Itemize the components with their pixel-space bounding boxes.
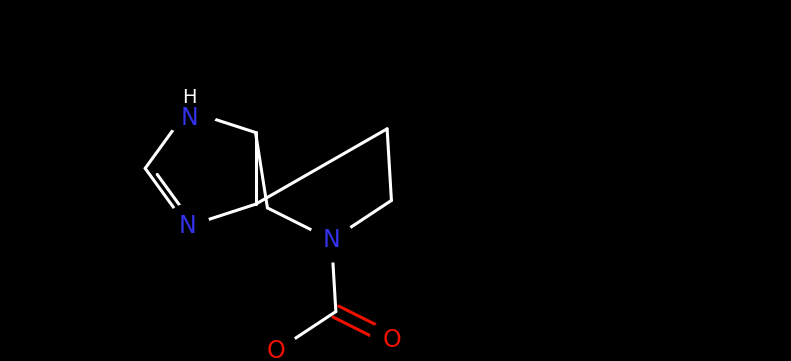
- Text: O: O: [383, 328, 402, 352]
- Text: N: N: [180, 106, 199, 130]
- Ellipse shape: [157, 88, 218, 132]
- Ellipse shape: [370, 318, 414, 361]
- Text: N: N: [179, 214, 196, 238]
- Ellipse shape: [254, 329, 298, 361]
- Text: N: N: [323, 228, 340, 252]
- Text: H: H: [182, 88, 197, 107]
- Ellipse shape: [309, 218, 354, 262]
- Ellipse shape: [165, 204, 210, 248]
- Text: O: O: [267, 339, 286, 361]
